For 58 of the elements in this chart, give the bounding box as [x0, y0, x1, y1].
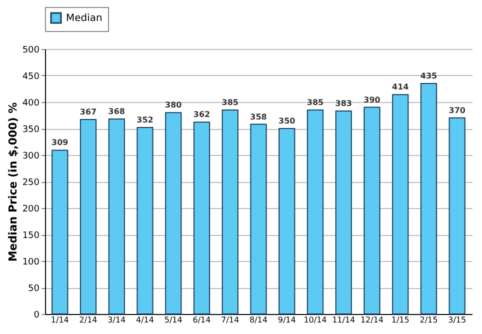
data-label: 385	[306, 98, 324, 107]
x-tick-label: 6/14	[192, 316, 211, 324]
x-tick-label: 1/14	[50, 316, 69, 324]
data-label: 435	[420, 71, 438, 80]
x-tick-label: 8/14	[250, 316, 268, 324]
x-tick-label: 7/14	[221, 316, 240, 324]
bar	[165, 112, 182, 314]
y-axis-title: Median Price (in $,000) %	[6, 102, 20, 262]
x-tick-label: 2/14	[79, 316, 98, 324]
bar	[278, 128, 296, 314]
y-tick-label: 400	[22, 98, 40, 108]
bar	[335, 110, 352, 314]
x-tick-label: 4/14	[136, 316, 154, 324]
data-label: 414	[392, 82, 410, 92]
bar	[193, 122, 210, 314]
legend-label: Median	[66, 13, 102, 24]
y-tick-label: 100	[22, 258, 40, 268]
y-tick-label: 0	[34, 310, 40, 320]
data-label: 380	[165, 100, 182, 110]
y-tick-label: 250	[22, 178, 40, 188]
y-tick-label: 150	[22, 231, 40, 241]
data-label: 368	[108, 106, 126, 116]
data-label: 370	[448, 106, 466, 115]
x-tick-label: 9/14	[278, 316, 296, 324]
bar	[222, 109, 238, 314]
x-tick-label: 3/14	[108, 316, 126, 324]
bar	[52, 150, 68, 314]
x-tick-label: 12/14	[360, 316, 384, 324]
data-label: 390	[364, 95, 381, 104]
bar	[250, 124, 267, 314]
x-tick-label: 10/14	[304, 316, 327, 324]
y-tick-label: 300	[22, 152, 40, 162]
data-label: 362	[193, 110, 210, 120]
bar	[136, 126, 154, 314]
y-tick-label: 50	[28, 284, 40, 294]
data-label: 350	[278, 116, 296, 126]
x-tick-label: 2/15	[420, 316, 438, 324]
bar	[80, 118, 97, 314]
x-tick-label: 3/15	[448, 316, 466, 324]
x-tick-label: 1/15	[391, 316, 410, 324]
data-label: 352	[136, 115, 154, 124]
y-tick-label: 450	[22, 72, 40, 82]
bar	[448, 117, 466, 314]
data-label: 309	[52, 138, 69, 148]
x-tick-label: 11/14	[332, 316, 356, 324]
data-label: 358	[250, 112, 268, 122]
y-tick-label: 500	[22, 46, 40, 56]
data-label: 383	[335, 99, 352, 108]
bar	[306, 109, 324, 314]
bar	[108, 118, 125, 314]
x-tick-label: 5/14	[164, 316, 182, 324]
data-label: 367	[80, 107, 97, 116]
y-tick-label: 200	[22, 204, 40, 214]
bar	[364, 106, 380, 314]
bar	[392, 94, 409, 314]
bar	[420, 82, 438, 314]
y-tick-label: 350	[22, 125, 40, 135]
data-label: 385	[222, 98, 239, 107]
